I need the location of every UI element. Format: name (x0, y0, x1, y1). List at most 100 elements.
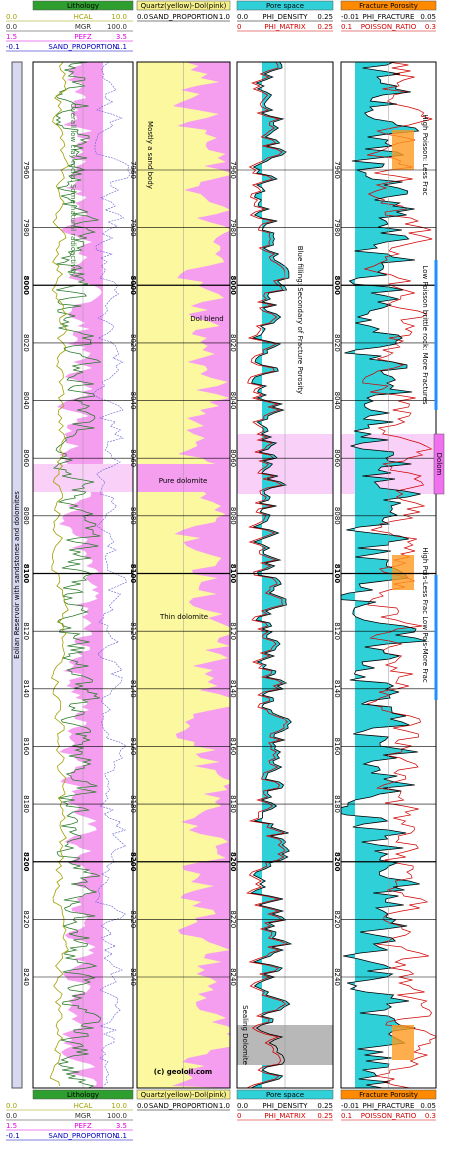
depth-label: 8200 (333, 852, 341, 872)
curve-name: SAND_PROPORTION (149, 13, 218, 21)
depth-label: 8160 (229, 738, 237, 756)
depth-label: 8220 (129, 910, 137, 928)
scale-max: 0.3 (425, 23, 436, 31)
annotation: Sealing Dolomite (241, 1005, 249, 1065)
track-title: Lithology (67, 1091, 99, 1099)
depth-label: 8100 (22, 564, 30, 584)
curve-name: POISSON_RATIO (361, 23, 417, 31)
scale-min: -0.1 (6, 1132, 20, 1140)
scale-min: 0.0 (137, 13, 148, 21)
depth-label: 8180 (22, 795, 30, 813)
depth-label: 8160 (22, 738, 30, 756)
depth-label: 8000 (333, 276, 341, 296)
curve-name: MGR (75, 23, 91, 31)
track-title-bar (32, 1089, 134, 1100)
depth-label: 8240 (129, 968, 137, 986)
curve-name: SAND_PROPORTION (48, 1132, 117, 1140)
depth-label: 8220 (229, 910, 237, 928)
scale-min: 0.0 (237, 1102, 248, 1110)
depth-label: 8000 (22, 276, 30, 296)
depth-label: 8020 (22, 334, 30, 352)
scale-max: 0.05 (420, 1102, 436, 1110)
depth-label: 8180 (333, 795, 341, 813)
track-title-bar (136, 1089, 231, 1100)
annotation: Low Poisson brittle rock: More Fractures (421, 265, 429, 404)
curve-name: SAND_PROPORTION (149, 1102, 218, 1110)
scale-max: 0.25 (317, 1112, 333, 1120)
scale-max: 3.5 (116, 33, 127, 41)
phi-density (250, 62, 293, 1088)
track-title: Pore space (266, 2, 304, 10)
depth-label: 8140 (333, 680, 341, 698)
depth-label: 8080 (129, 507, 137, 525)
depth-label: 8020 (229, 334, 237, 352)
curve-name: PEFZ (74, 1122, 92, 1130)
orange-fill (392, 130, 414, 170)
depth-label: 8100 (129, 564, 137, 584)
depth-label: 8200 (229, 852, 237, 872)
track-title: Lithology (67, 2, 99, 10)
scale-max: 0.3 (425, 1112, 436, 1120)
depth-label: 8220 (22, 910, 30, 928)
depth-label: 7960 (129, 161, 137, 179)
depth-label: 8040 (129, 392, 137, 410)
track-title: Fracture Porosity (359, 2, 418, 10)
scale-min: 1.5 (6, 1122, 17, 1130)
scale-max: 100.0 (107, 23, 127, 31)
depth-label: 8140 (22, 680, 30, 698)
depth-label: 8240 (333, 968, 341, 986)
curve-name: PHI_FRACTURE (363, 1102, 415, 1110)
scale-min: 0.0 (6, 1112, 17, 1120)
phi-matrix (246, 62, 289, 1088)
scale-min: 0 (237, 1112, 241, 1120)
scale-min: 0.1 (341, 1112, 352, 1120)
pefz-fill (56, 62, 103, 1088)
depth-label: 7980 (333, 219, 341, 237)
track-title: Fracture Porosity (359, 1091, 418, 1099)
annotation: Thin dolomite (159, 613, 208, 621)
scale-min: 0.0 (6, 23, 17, 31)
track (137, 62, 230, 1088)
mgr-curve (52, 62, 102, 1088)
curve-name: HCAL (74, 1102, 93, 1110)
fracture-fill (341, 62, 427, 1088)
depth-label: 8180 (129, 795, 137, 813)
track-title-bar (340, 1089, 437, 1100)
depth-label: 8020 (333, 334, 341, 352)
side-bar (11, 61, 23, 1089)
depth-label: 7960 (22, 161, 30, 179)
curve-name: PHI_DENSITY (262, 1102, 308, 1110)
scale-min: 0.0 (137, 1102, 148, 1110)
depth-label: 8080 (229, 507, 237, 525)
depth-label: 8080 (22, 507, 30, 525)
scale-max: 0.25 (317, 13, 333, 21)
depth-label: 8080 (333, 507, 341, 525)
annotation: Dolom (435, 453, 443, 476)
track-title-bar (136, 0, 231, 11)
depth-label: 8100 (229, 564, 237, 584)
curve-name: PHI_MATRIX (264, 1112, 306, 1120)
depth-label: 7980 (22, 219, 30, 237)
track-frame (32, 61, 134, 1089)
depth-label: 8140 (129, 680, 137, 698)
depth-label: 8140 (229, 680, 237, 698)
depth-label: 7980 (129, 219, 137, 237)
track-title: Pore space (266, 1091, 304, 1099)
depth-label: 8120 (22, 622, 30, 640)
depth-label: 8120 (129, 622, 137, 640)
depth-label: 8040 (333, 392, 341, 410)
scale-min: 0.1 (341, 23, 352, 31)
scale-min: 0.0 (6, 13, 17, 21)
depth-label: 8120 (333, 622, 341, 640)
dolomite-fill (172, 62, 230, 1088)
scale-max: 10.0 (111, 1102, 127, 1110)
scale-max: 0.25 (317, 23, 333, 31)
scale-max: 1.1 (116, 1132, 127, 1140)
track-title-bar (340, 0, 437, 11)
side-label: Eolian Reservoir with sandstones and dol… (13, 491, 21, 659)
scale-max: 1.0 (219, 1102, 230, 1110)
scale-max: 0.05 (420, 13, 436, 21)
curve-name: MGR (75, 1112, 91, 1120)
annotation: Mostly a sand body (146, 121, 154, 189)
depth-label: 8200 (129, 852, 137, 872)
